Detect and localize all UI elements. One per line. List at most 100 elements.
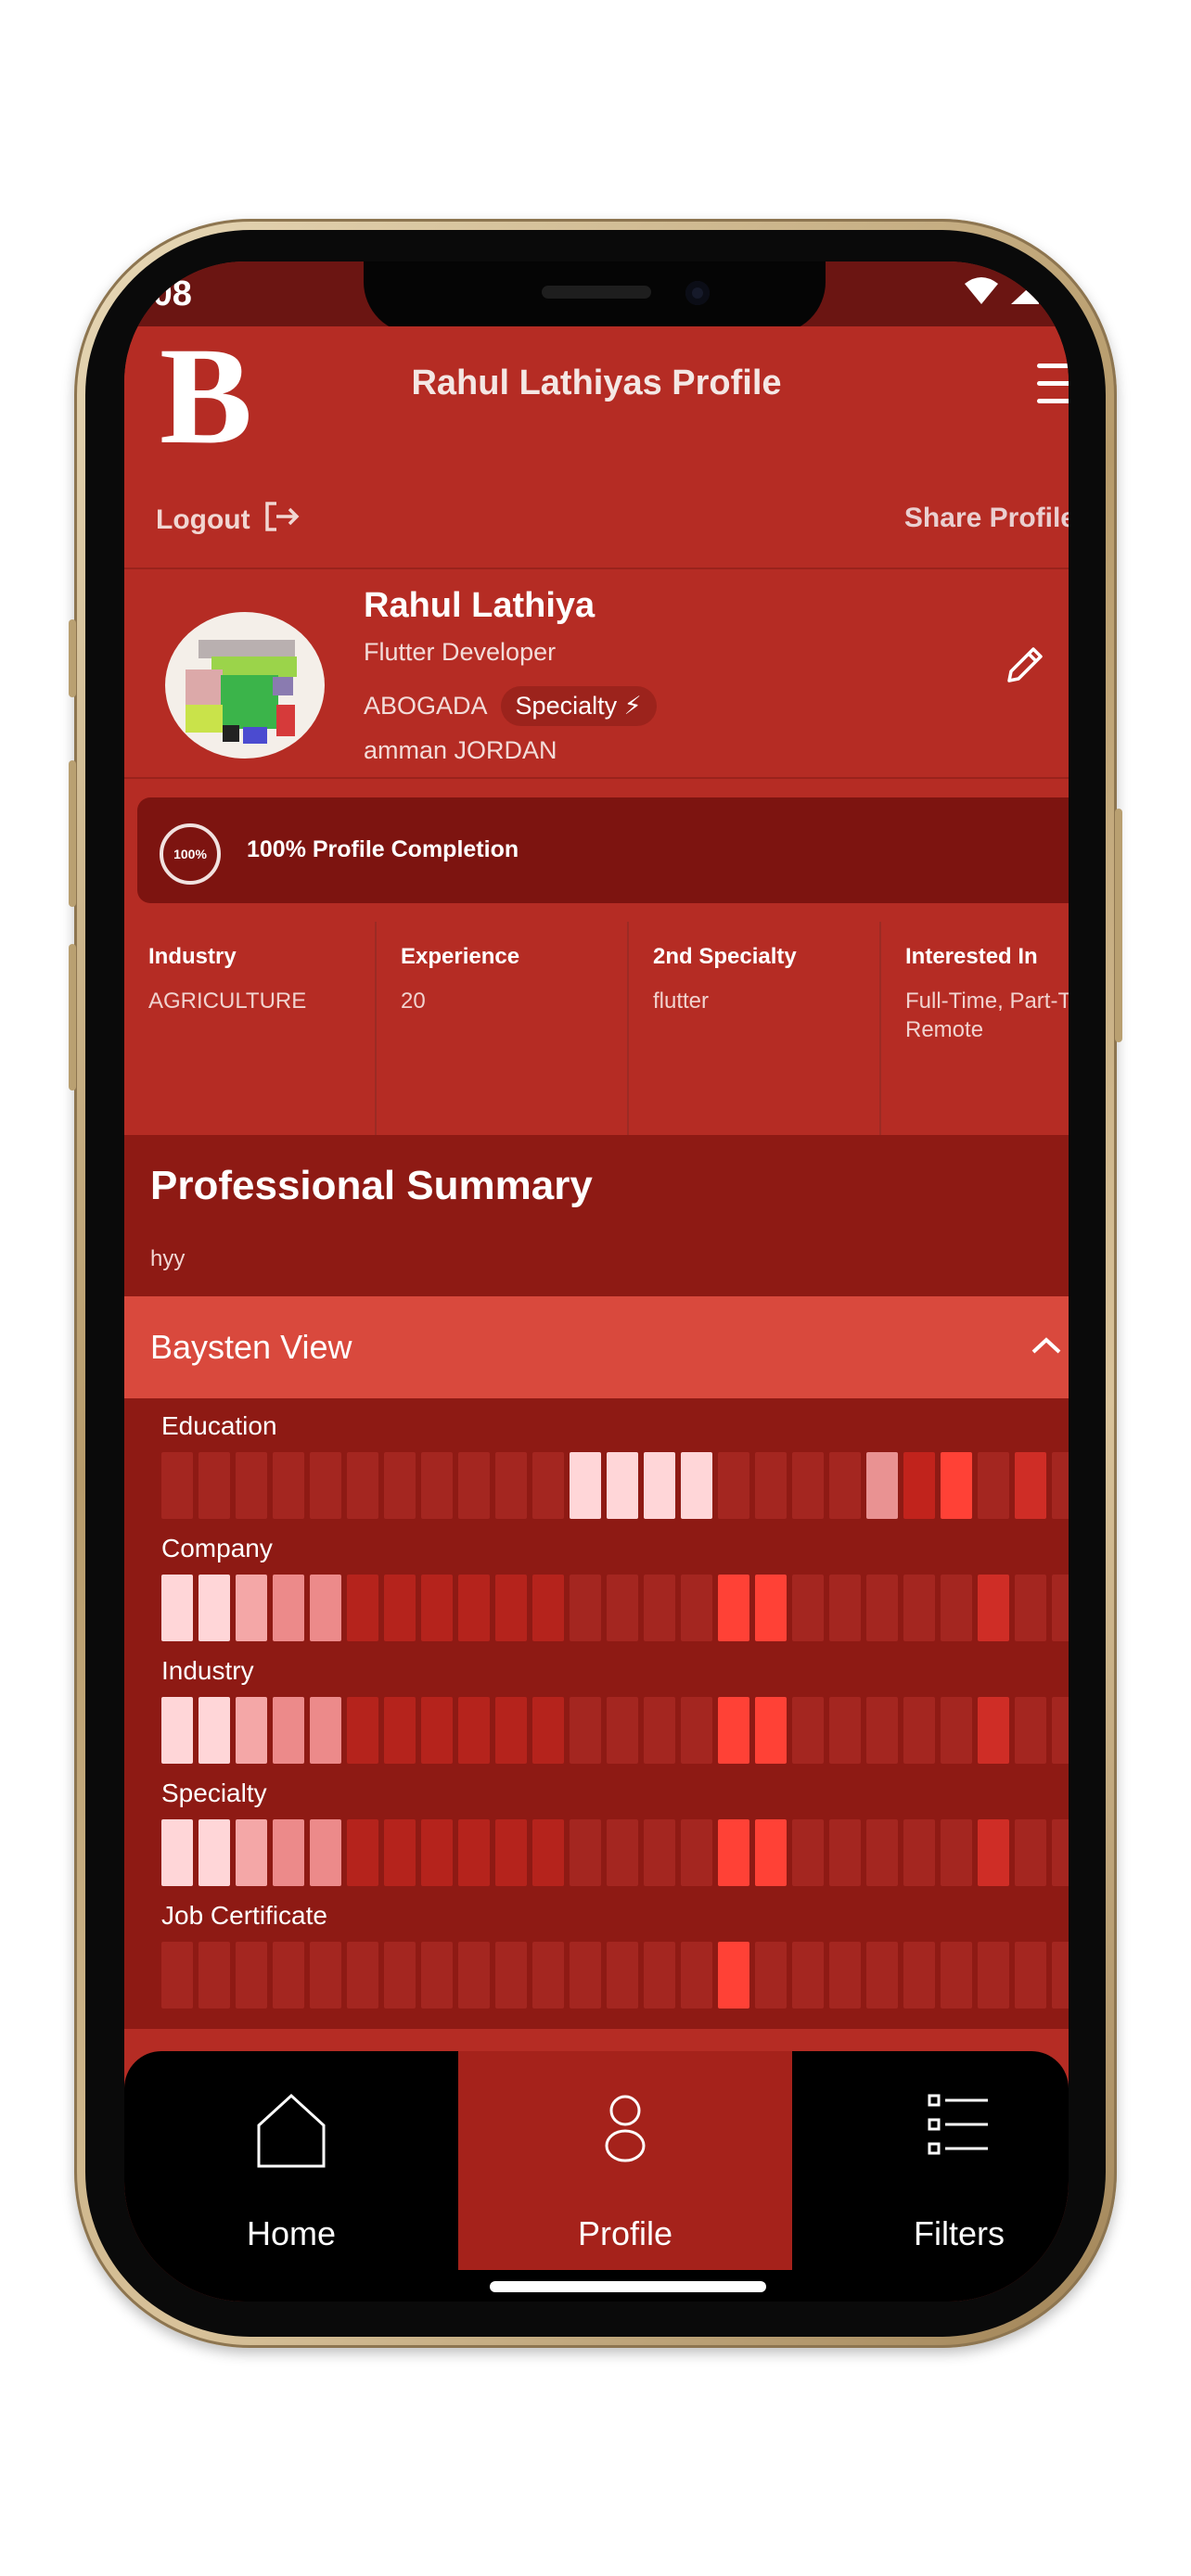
heat-cell — [607, 1575, 638, 1641]
nav-profile[interactable]: Profile — [458, 2051, 792, 2270]
heat-cell — [347, 1452, 378, 1519]
volume-up-button — [69, 760, 76, 907]
heat-cell — [161, 1452, 193, 1519]
heat-cell — [421, 1942, 453, 2009]
bv-label-education: Education — [161, 1411, 277, 1440]
heat-cell — [866, 1575, 898, 1641]
heat-cell — [681, 1942, 712, 2009]
heat-cell — [347, 1819, 378, 1886]
heat-cell — [1015, 1452, 1046, 1519]
heat-cell — [384, 1575, 416, 1641]
heat-cell — [532, 1697, 564, 1764]
heat-cell — [161, 1819, 193, 1886]
heat-cell — [198, 1697, 230, 1764]
nav-filters-label: Filters — [914, 2214, 1005, 2252]
heat-cell — [198, 1819, 230, 1886]
heat-cell — [310, 1575, 341, 1641]
heat-cell — [1052, 1697, 1069, 1764]
heat-cell — [161, 1575, 193, 1641]
bv-label-industry: Industry — [161, 1656, 254, 1685]
heat-cell — [236, 1697, 267, 1764]
heat-cell — [607, 1697, 638, 1764]
heat-cell — [792, 1575, 824, 1641]
heat-cell — [458, 1575, 490, 1641]
heat-cell — [755, 1697, 787, 1764]
heat-cell — [607, 1819, 638, 1886]
heat-cell — [866, 1697, 898, 1764]
heat-cell — [1015, 1942, 1046, 2009]
stat-value: flutter — [653, 988, 710, 1014]
menu-icon[interactable] — [1037, 363, 1069, 416]
heat-cell — [681, 1697, 712, 1764]
battery-icon — [1052, 277, 1063, 310]
heat-cell — [718, 1452, 749, 1519]
specialty-chip: Specialty ⚡ — [500, 686, 657, 726]
heat-cell — [978, 1452, 1009, 1519]
heat-cell — [570, 1452, 601, 1519]
notch-speaker — [542, 286, 651, 299]
logout-icon — [263, 501, 301, 540]
heat-cell — [384, 1452, 416, 1519]
app-screen: :08 B Rahul Lathiyas Profile Logout Sha — [124, 261, 1069, 2302]
heat-cell — [792, 1942, 824, 2009]
heat-cell — [458, 1942, 490, 2009]
heat-cell — [198, 1575, 230, 1641]
heat-cell — [941, 1819, 972, 1886]
share-profile-button[interactable]: Share Profile — [903, 503, 1069, 533]
heat-cell — [570, 1942, 601, 2009]
stat-value: 20 — [401, 988, 426, 1014]
heat-cell — [941, 1575, 972, 1641]
baysten-grid: Education Company Industry Specialty Job… — [124, 1398, 1069, 2029]
heat-cell — [829, 1697, 861, 1764]
heat-cell — [273, 1819, 304, 1886]
logout-button[interactable]: Logout — [156, 501, 301, 540]
heat-cell — [384, 1942, 416, 2009]
home-icon — [124, 2092, 458, 2170]
nav-filters[interactable]: Filters — [792, 2051, 1069, 2270]
avatar[interactable] — [165, 612, 325, 759]
heat-cell — [644, 1697, 675, 1764]
person-icon — [458, 2092, 792, 2166]
heat-cell — [421, 1819, 453, 1886]
completion-label: 100% Profile Completion — [247, 836, 519, 862]
stat-experience: Experience 20 — [377, 922, 629, 1135]
volume-down-button — [69, 944, 76, 1090]
heat-cell — [607, 1452, 638, 1519]
signal-icon — [1009, 276, 1043, 311]
front-camera — [685, 281, 710, 305]
heat-cell — [1015, 1575, 1046, 1641]
summary-title: Professional Summary — [150, 1163, 593, 1208]
profile-role: Flutter Developer — [364, 638, 557, 666]
heat-cell — [903, 1452, 935, 1519]
home-indicator — [490, 2281, 766, 2292]
stat-industry: Industry AGRICULTURE — [124, 922, 377, 1135]
app-header: B Rahul Lathiyas Profile Logout Share Pr… — [124, 326, 1069, 569]
edit-pencil-icon[interactable] — [1002, 642, 1048, 693]
heat-cell — [903, 1819, 935, 1886]
profile-name: Rahul Lathiya — [364, 586, 596, 625]
heat-cell — [866, 1819, 898, 1886]
nav-home[interactable]: Home — [124, 2051, 458, 2270]
heat-cell — [532, 1452, 564, 1519]
bv-label-job-certificate: Job Certificate — [161, 1901, 327, 1930]
status-icons — [963, 276, 1063, 311]
bottom-nav: Home Profile Filters — [124, 2051, 1069, 2302]
heat-cell — [347, 1942, 378, 2009]
heat-cell — [421, 1452, 453, 1519]
heat-cell — [495, 1452, 527, 1519]
heat-cell — [458, 1452, 490, 1519]
heat-cell — [644, 1819, 675, 1886]
heat-cell — [1052, 1452, 1069, 1519]
heat-cell — [273, 1575, 304, 1641]
heat-cell — [644, 1575, 675, 1641]
stat-label: 2nd Specialty — [653, 944, 797, 969]
heat-cell — [1052, 1575, 1069, 1641]
profile-completion-banner: 100% 100% Profile Completion — [137, 797, 1069, 903]
heat-cell — [161, 1942, 193, 2009]
baysten-view-toggle[interactable]: Baysten View — [124, 1296, 1069, 1398]
heat-cell — [236, 1819, 267, 1886]
heat-cell — [273, 1942, 304, 2009]
heat-cell — [941, 1452, 972, 1519]
stat-label: Interested In — [905, 944, 1038, 969]
heat-cell — [866, 1942, 898, 2009]
